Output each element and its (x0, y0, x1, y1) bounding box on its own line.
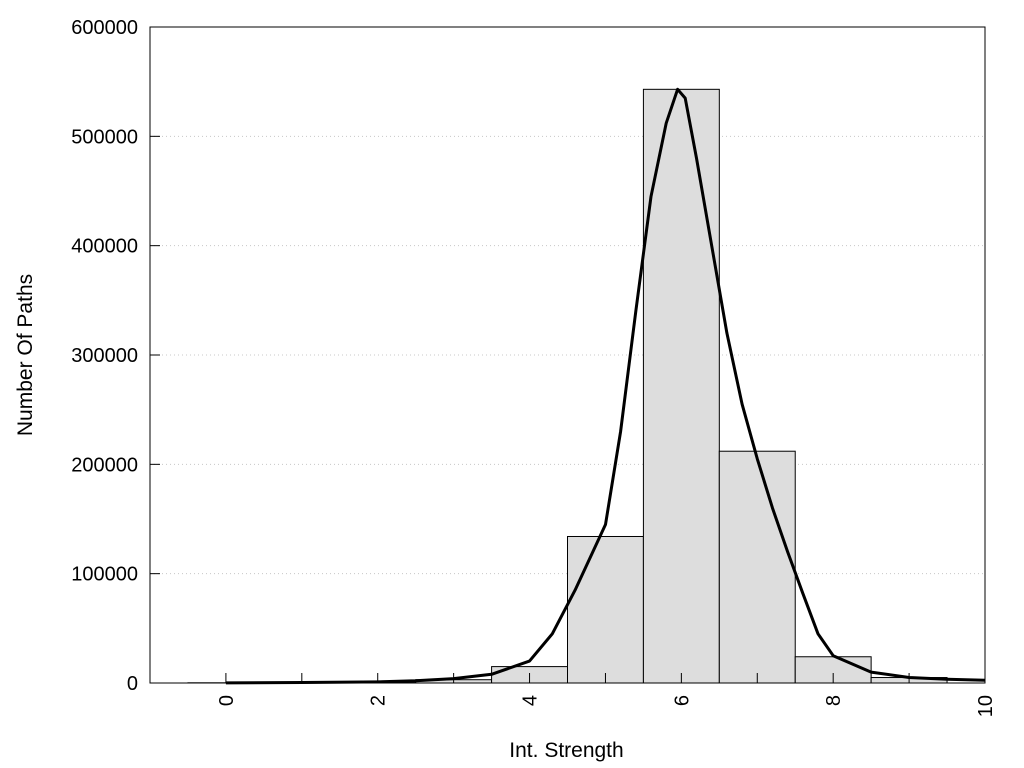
x-tick-label: 4 (520, 695, 542, 706)
x-tick-label: 2 (368, 695, 390, 706)
y-tick-label: 600000 (71, 17, 138, 39)
tick-labels: 0 100000 200000 300000 400000 500000 600000 0 2 4… (71, 17, 997, 717)
y-axis-title: Number Of Paths (14, 274, 37, 436)
y-tick-label: 100000 (71, 564, 138, 586)
x-tick-label: 6 (671, 695, 693, 706)
fit-curve (225, 87, 986, 685)
y-tick-label: 200000 (71, 454, 138, 476)
axis-ticks (150, 26, 986, 684)
y-tick-label: 500000 (71, 126, 138, 148)
y-tick-label: 0 (127, 673, 138, 695)
fit-curve-layer (225, 87, 986, 685)
histogram-bars (187, 88, 948, 684)
histogram-bar (718, 450, 796, 684)
x-tick-label: 8 (823, 695, 845, 706)
grid-lines (150, 135, 985, 575)
histogram-bar (567, 535, 644, 684)
x-tick-label: 10 (975, 695, 997, 717)
x-tick-label: 0 (216, 695, 238, 706)
y-tick-label: 300000 (71, 345, 138, 367)
x-axis-title: Int. Strength (509, 739, 623, 762)
y-tick-label: 400000 (71, 236, 138, 258)
